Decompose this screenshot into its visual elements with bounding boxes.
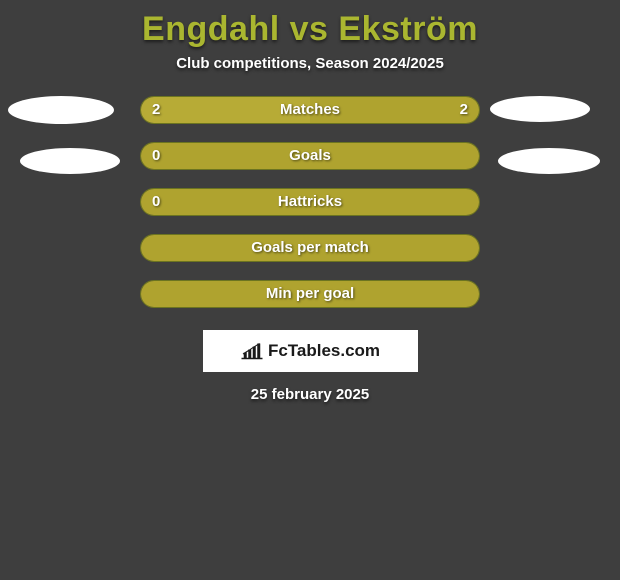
stat-fill bbox=[140, 142, 480, 170]
stat-row: Min per goal bbox=[0, 280, 620, 326]
stat-fill bbox=[140, 188, 480, 216]
stat-pill bbox=[140, 188, 480, 216]
stats-stage: Matches22Goals0Hattricks0Goals per match… bbox=[0, 96, 620, 326]
stat-fill bbox=[140, 234, 480, 262]
player1-name: Engdahl bbox=[142, 10, 280, 48]
stat-row: Matches22 bbox=[0, 96, 620, 142]
vs-title: Engdahl vs Ekström bbox=[0, 10, 620, 49]
stat-pill bbox=[140, 234, 480, 262]
vs-word: vs bbox=[290, 10, 329, 48]
stat-value-left: 0 bbox=[152, 188, 160, 216]
stat-value-left: 2 bbox=[152, 96, 160, 124]
stat-row: Goals per match bbox=[0, 234, 620, 280]
stat-value-left: 0 bbox=[152, 142, 160, 170]
stat-row: Goals0 bbox=[0, 142, 620, 188]
subtitle: Club competitions, Season 2024/2025 bbox=[0, 55, 620, 72]
brand-logo-label: FcTables.com bbox=[268, 341, 380, 361]
stat-pill bbox=[140, 96, 480, 124]
stat-fill-left bbox=[140, 96, 310, 124]
stat-fill-right bbox=[310, 96, 480, 124]
stat-pill bbox=[140, 280, 480, 308]
stat-pill bbox=[140, 142, 480, 170]
stat-value-right: 2 bbox=[460, 96, 468, 124]
stat-row: Hattricks0 bbox=[0, 188, 620, 234]
stat-fill bbox=[140, 280, 480, 308]
player2-name: Ekström bbox=[338, 10, 478, 48]
date-line: 25 february 2025 bbox=[0, 386, 620, 403]
brand-logo: FcTables.com bbox=[203, 330, 418, 372]
comparison-card: Engdahl vs Ekström Club competitions, Se… bbox=[0, 0, 620, 580]
bar-chart-icon bbox=[240, 342, 264, 360]
brand-logo-text: FcTables.com bbox=[240, 341, 380, 361]
